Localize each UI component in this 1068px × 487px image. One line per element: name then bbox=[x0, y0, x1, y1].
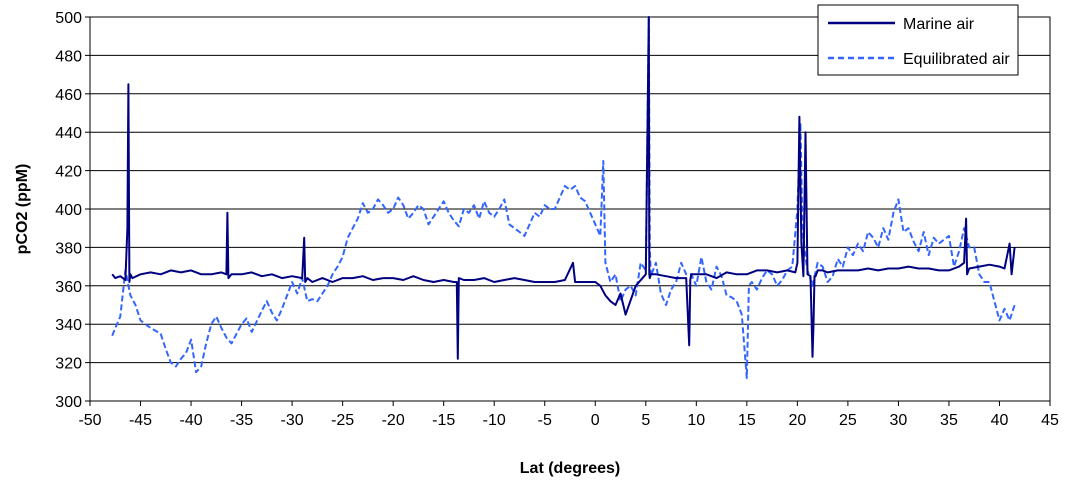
y-tick-label: 480 bbox=[55, 48, 82, 65]
x-tick-label: -40 bbox=[179, 412, 202, 429]
legend: Marine air Equilibrated air bbox=[817, 4, 1019, 76]
y-tick-label: 360 bbox=[55, 279, 82, 296]
legend-box bbox=[817, 4, 1019, 76]
series-marine-air-line bbox=[111, 16, 1016, 360]
y-tick-label: 300 bbox=[55, 394, 82, 411]
y-tick-label: 340 bbox=[55, 317, 82, 334]
axes bbox=[85, 16, 1051, 406]
x-tick-label: 5 bbox=[641, 412, 650, 429]
x-tick-label: -30 bbox=[281, 412, 304, 429]
x-tick-label: -50 bbox=[78, 412, 101, 429]
x-tick-label: -10 bbox=[483, 412, 506, 429]
x-axis-title: Lat (degrees) bbox=[520, 460, 620, 477]
y-tick-label: 440 bbox=[55, 125, 82, 142]
x-tick-label: -15 bbox=[432, 412, 455, 429]
x-tick-label: 0 bbox=[591, 412, 600, 429]
x-tick-label: 20 bbox=[788, 412, 806, 429]
gridlines bbox=[90, 16, 1050, 402]
x-tick-label: -25 bbox=[331, 412, 354, 429]
x-tick-label: 25 bbox=[839, 412, 857, 429]
x-tick-label: -45 bbox=[129, 412, 152, 429]
x-tick-label: 40 bbox=[991, 412, 1009, 429]
y-tick-label: 460 bbox=[55, 87, 82, 104]
x-tick-label: 35 bbox=[940, 412, 958, 429]
y-tick-label: 400 bbox=[55, 202, 82, 219]
x-tick-label: 30 bbox=[890, 412, 908, 429]
y-axis-title: pCO2 (ppM) bbox=[14, 164, 31, 255]
series-layer bbox=[111, 16, 1016, 379]
legend-marine-air-label: Marine air bbox=[903, 16, 975, 33]
x-tick-label: 45 bbox=[1041, 412, 1059, 429]
legend-equilibrated-air-label: Equilibrated air bbox=[903, 51, 1010, 68]
y-tick-label: 420 bbox=[55, 164, 82, 181]
x-tick-label: 10 bbox=[687, 412, 705, 429]
y-tick-label: 320 bbox=[55, 356, 82, 373]
x-tick-label: 15 bbox=[738, 412, 756, 429]
series-equilibrated-air-line bbox=[111, 16, 1016, 379]
x-tick-label: -5 bbox=[538, 412, 552, 429]
x-tick-label: -35 bbox=[230, 412, 253, 429]
y-tick-label: 380 bbox=[55, 240, 82, 257]
y-tick-label: 500 bbox=[55, 10, 82, 27]
x-tick-label: -20 bbox=[382, 412, 405, 429]
